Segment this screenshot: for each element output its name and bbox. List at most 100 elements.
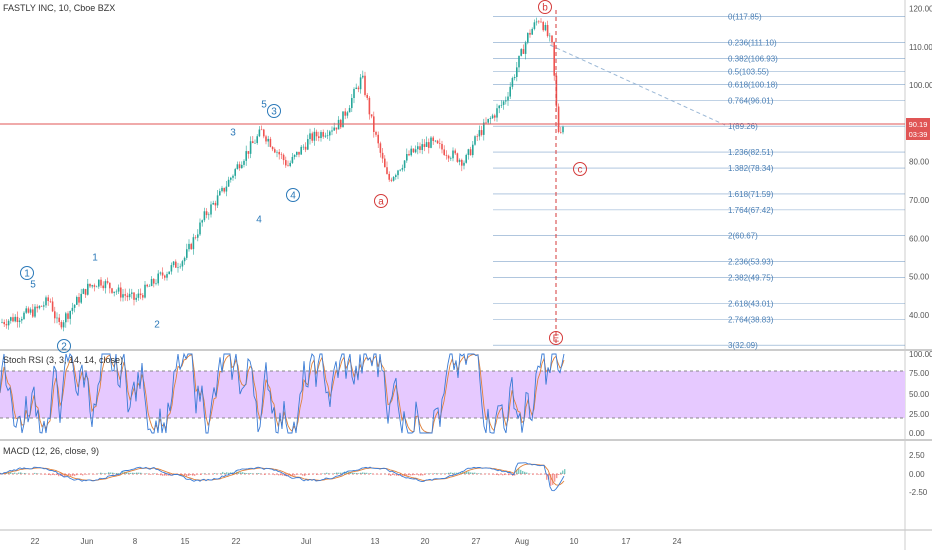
fib-level-label: 1.382(78.34) xyxy=(728,164,774,173)
candle-body xyxy=(338,120,340,130)
macd-histogram-bar xyxy=(186,474,187,476)
candle-body xyxy=(428,142,430,148)
candle-body xyxy=(439,143,441,144)
candle-body xyxy=(501,105,503,106)
macd-histogram-bar xyxy=(72,474,73,476)
macd-label[interactable]: MACD (12, 26, close, 9) xyxy=(3,446,99,456)
macd-histogram-bar xyxy=(36,473,37,474)
elliott-wave-labels[interactable]: 1521234534abcE xyxy=(21,1,587,353)
candle-body xyxy=(243,161,245,165)
candle-body xyxy=(417,146,419,149)
macd-histogram-bar xyxy=(102,473,103,474)
candle-body xyxy=(523,49,525,54)
wave-label[interactable]: 2 xyxy=(154,320,160,331)
candle-body xyxy=(421,144,423,150)
candle-body xyxy=(177,267,179,268)
macd-histogram-bar xyxy=(18,473,19,474)
macd-histogram-bar xyxy=(134,473,135,474)
symbol-title[interactable]: FASTLY INC, 10, Cboe BZX xyxy=(3,3,115,13)
macd-histogram-bar xyxy=(10,472,11,474)
candle-body xyxy=(298,152,300,155)
macd-histogram-bar xyxy=(304,474,305,476)
fib-level-label: 0.764(96.01) xyxy=(728,96,774,105)
macd-histogram-bar xyxy=(276,474,277,475)
trend-line[interactable] xyxy=(550,45,725,125)
macd-histogram-bar xyxy=(294,474,295,476)
wave-label[interactable]: 3 xyxy=(271,107,277,118)
candle-body xyxy=(228,180,230,187)
time-axis-label: 24 xyxy=(673,537,682,546)
wave-label[interactable]: 5 xyxy=(30,280,36,291)
macd-axis-label: 0.00 xyxy=(909,470,925,479)
candle-body xyxy=(542,22,544,30)
macd-histogram-bar xyxy=(326,473,327,474)
macd-histogram-bar xyxy=(108,472,109,474)
macd-histogram-bar xyxy=(156,474,157,475)
fib-level-label: 0.618(100.18) xyxy=(728,80,778,89)
candle-body xyxy=(391,180,393,181)
wave-label[interactable]: a xyxy=(378,197,384,208)
candle-body xyxy=(549,36,551,37)
wave-label[interactable]: 2 xyxy=(61,342,67,353)
candle-body xyxy=(494,115,496,117)
wave-label[interactable]: 1 xyxy=(92,253,98,264)
macd-histogram-bar xyxy=(414,474,415,475)
candle-body xyxy=(14,317,16,321)
candle-body xyxy=(472,145,474,155)
macd-histogram-bar xyxy=(154,473,155,474)
macd-histogram-bar xyxy=(358,473,359,474)
candle-body xyxy=(124,294,126,295)
candle-body xyxy=(413,149,415,153)
candle-body xyxy=(393,177,395,181)
stoch-rsi-label[interactable]: Stoch RSI (3, 3, 14, 14, close) xyxy=(3,355,123,365)
macd-histogram-bar xyxy=(450,472,451,474)
wave-label[interactable]: 4 xyxy=(290,191,296,202)
candle-body xyxy=(69,311,71,319)
candle-body xyxy=(487,119,489,123)
candle-body xyxy=(25,308,27,312)
macd-histogram-bar xyxy=(308,474,309,475)
candle-body xyxy=(307,139,309,150)
wave-label[interactable]: 3 xyxy=(230,128,236,139)
candle-body xyxy=(344,111,346,115)
price-axis-label: 110.00 xyxy=(909,43,932,52)
candle-body xyxy=(263,130,265,137)
macd-histogram-bar xyxy=(158,474,159,475)
macd-histogram-bar xyxy=(522,471,523,474)
candle-body xyxy=(78,297,80,303)
candle-body xyxy=(135,298,137,300)
macd-histogram-bar xyxy=(476,473,477,474)
macd-histogram-bar xyxy=(282,474,283,476)
wave-label[interactable]: b xyxy=(542,3,548,14)
candle-body xyxy=(545,25,547,30)
candle-body xyxy=(461,160,463,166)
fib-level-label: 2.618(43.01) xyxy=(728,299,774,308)
macd-histogram-bar xyxy=(12,473,13,474)
candle-body xyxy=(151,279,153,286)
macd-histogram-bar xyxy=(532,474,533,475)
wave-label[interactable]: 4 xyxy=(256,215,262,226)
candle-body xyxy=(498,106,500,109)
macd-histogram-bar xyxy=(430,473,431,474)
macd-histogram-bar xyxy=(114,473,115,474)
wave-label[interactable]: 5 xyxy=(261,100,267,111)
candle-body xyxy=(107,281,109,283)
candle-body xyxy=(531,29,533,35)
wave-label[interactable]: c xyxy=(578,165,583,176)
candle-body xyxy=(190,244,192,249)
candle-body xyxy=(28,308,30,312)
macd-histogram-bar xyxy=(138,473,139,474)
candle-body xyxy=(278,152,280,154)
wave-label[interactable]: 1 xyxy=(24,269,30,280)
candle-body xyxy=(105,281,107,288)
candle-body xyxy=(369,98,371,114)
macd-histogram-bar xyxy=(264,474,265,475)
candle-body xyxy=(560,132,562,133)
macd-histogram-bar xyxy=(256,473,257,474)
candle-body xyxy=(100,280,102,286)
candle-body xyxy=(72,308,74,311)
candle-body xyxy=(96,287,98,288)
fib-level-label: 3(32.09) xyxy=(728,341,758,350)
